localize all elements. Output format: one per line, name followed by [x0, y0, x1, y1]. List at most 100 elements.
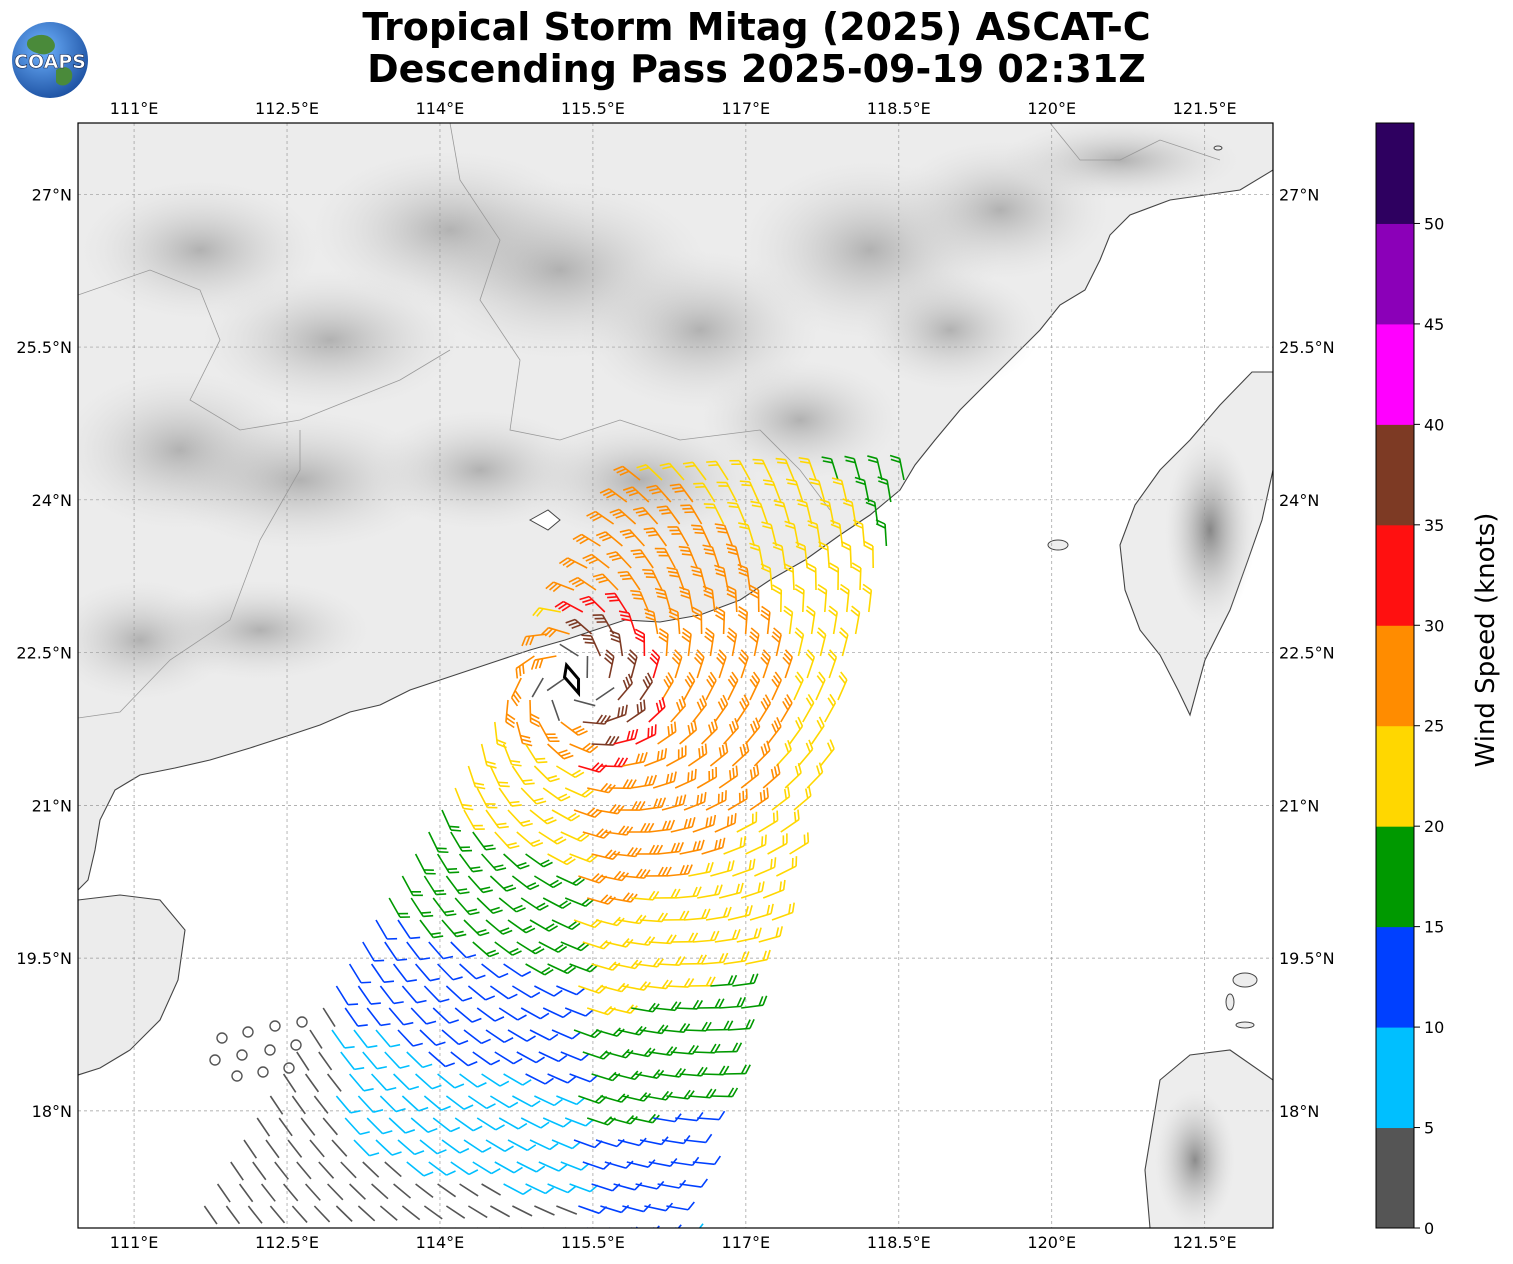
- wind-barb: [309, 1029, 323, 1049]
- wind-barb: [793, 785, 812, 811]
- wind-barb: [305, 1183, 321, 1201]
- wind-barb: [661, 672, 674, 701]
- wind-barb: [551, 1139, 581, 1150]
- wind-barb: [595, 531, 623, 547]
- wind-barb: [653, 1001, 682, 1012]
- wind-barb: [670, 1156, 700, 1167]
- wind-barb: [558, 557, 588, 569]
- wind-barb: [775, 457, 795, 481]
- wind-barb: [269, 1095, 284, 1115]
- wind-barb: [810, 716, 825, 745]
- wind-barb: [335, 985, 359, 1006]
- wind-barb: [489, 875, 517, 892]
- lon-tick-top: 115.5°E: [561, 99, 625, 118]
- wind-barb: [406, 1051, 433, 1069]
- lat-tick-left: 27°N: [32, 185, 72, 204]
- terrain-shade: [200, 270, 460, 410]
- wind-barb: [683, 671, 696, 701]
- wind-barb: [714, 523, 734, 547]
- wind-barb: [507, 809, 533, 827]
- wind-barb: [503, 853, 530, 870]
- wind-barb: [428, 1161, 456, 1176]
- wind-barb: [579, 595, 606, 613]
- island: [1235, 1021, 1255, 1029]
- lake: [528, 509, 561, 531]
- wind-barb: [265, 1139, 280, 1159]
- wind-barb: [767, 833, 788, 855]
- wind-barb: [796, 499, 813, 525]
- wind-barb: [515, 655, 535, 679]
- wind-barb: [716, 649, 727, 679]
- wind-barb: [752, 458, 773, 481]
- wind-barb: [304, 1073, 320, 1093]
- wind-barb: [852, 519, 866, 547]
- wind-barb: [415, 1183, 434, 1199]
- wind-barb: [719, 996, 746, 1009]
- wind-barb: [520, 787, 547, 805]
- wind-barb: [511, 985, 541, 999]
- wind-barb: [318, 1051, 333, 1071]
- wind-barb: [815, 671, 826, 701]
- wind-barb: [683, 792, 707, 811]
- wind-barb: [697, 884, 723, 899]
- wind-barb: [459, 1073, 487, 1088]
- wind-barb: [595, 1027, 625, 1037]
- wind-barb: [704, 627, 715, 657]
- wind-barb: [798, 456, 817, 481]
- axis-ticks: 111°E 111°E 112.5°E 112.5°E 114°E 114°E 115.5°…: [16, 99, 1334, 1252]
- wind-barb: [675, 1111, 704, 1122]
- wind-barb: [692, 695, 708, 723]
- wind-barb: [838, 627, 849, 657]
- wind-barb: [729, 459, 751, 481]
- wind-barb: [675, 886, 702, 899]
- wind-barb: [379, 1095, 406, 1113]
- wind-barb: [547, 963, 577, 975]
- province-border: [78, 269, 451, 431]
- wind-barb: [659, 462, 685, 481]
- wind-barb: [366, 1117, 393, 1135]
- calm-circle: [242, 1026, 254, 1038]
- wind-barb: [533, 765, 560, 783]
- wind-barb: [710, 860, 735, 877]
- wind-barb: [371, 1073, 397, 1091]
- wind-barb: [401, 985, 427, 1004]
- province-border: [78, 430, 301, 719]
- wind-barb: [498, 1117, 528, 1130]
- wind-barb: [648, 819, 676, 833]
- wind-barb: [731, 741, 750, 767]
- wind-barb: [633, 506, 659, 525]
- luzon-terrain: [1155, 1090, 1235, 1228]
- wind-barb: [375, 919, 398, 940]
- storm-center-marker: [562, 661, 581, 698]
- wind-barb: [572, 533, 601, 547]
- wind-barb: [639, 797, 667, 811]
- wind-barb: [760, 605, 771, 635]
- wind-barb: [560, 941, 590, 952]
- wind-barb: [524, 743, 548, 764]
- wind-barb: [693, 649, 705, 679]
- wind-barb: [445, 985, 473, 1002]
- wind-barb: [511, 765, 535, 786]
- wind-barb: [761, 521, 778, 547]
- wind-barb: [631, 774, 658, 789]
- wind-barb: [318, 1161, 335, 1179]
- wind-barb: [520, 897, 549, 911]
- wind-barb: [538, 941, 568, 953]
- wind-barb: [450, 831, 473, 852]
- wind-barb: [635, 724, 657, 745]
- wind-barb: [683, 1133, 713, 1144]
- lon-tick-top: 111°E: [110, 99, 159, 118]
- wind-barb: [397, 1029, 423, 1047]
- wind-barb: [643, 527, 668, 547]
- wind-barb: [282, 1183, 299, 1202]
- wind-barb: [678, 545, 698, 569]
- wind-barb: [348, 1073, 374, 1092]
- lat-tick-left: 19.5°N: [16, 949, 72, 968]
- wind-barb: [503, 1073, 532, 1086]
- wind-barb: [547, 1183, 577, 1194]
- wind-barb: [753, 740, 771, 767]
- wind-barb: [414, 963, 440, 982]
- wind-barb: [357, 1095, 384, 1113]
- wind-barb: [827, 649, 838, 679]
- wind-barb: [789, 832, 810, 855]
